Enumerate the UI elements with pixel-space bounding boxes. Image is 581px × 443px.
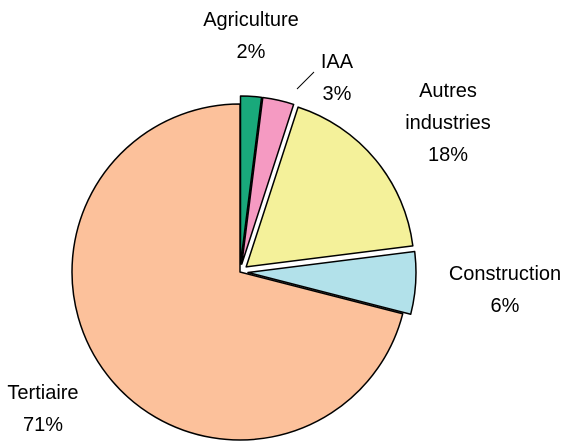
value-label: 6% [490,295,520,317]
slice-label: Agriculture 2% [186,4,316,68]
leader-line [296,71,315,90]
value-label: 71% [22,414,64,436]
category-label: IAA [320,51,354,73]
category-label: Tertiaire [7,382,79,404]
pie-slice [240,96,295,265]
category-label: Construction [448,263,562,285]
pie-slice [245,106,414,268]
category-label: Agriculture [203,9,299,31]
pie-slice [247,250,417,316]
pie-slice [239,95,263,265]
pie-slice [71,103,404,441]
slice-label: IAA 3% [297,46,377,110]
value-label: 3% [322,83,352,105]
category-label: Autres industries [405,80,491,134]
value-label: 18% [427,144,469,166]
slice-label: Autres industries 18% [383,75,513,171]
value-label: 2% [236,41,266,63]
slice-label: Tertiaire 71% [0,377,98,441]
slice-label: Construction 6% [425,258,581,322]
